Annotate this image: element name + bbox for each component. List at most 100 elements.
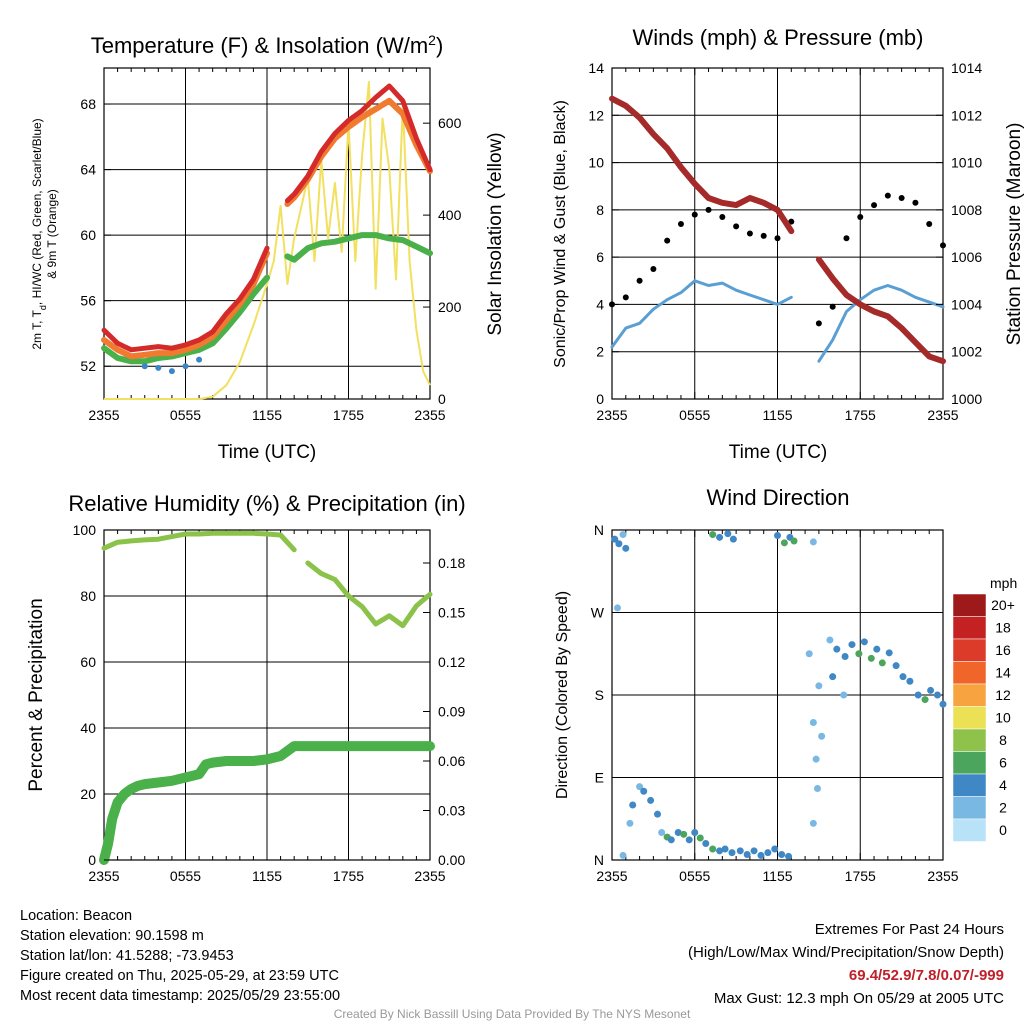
series-rh: [305, 560, 433, 629]
legend-label: 20+: [991, 597, 1015, 613]
direction-point: [812, 755, 820, 763]
direction-point: [927, 686, 935, 694]
direction-point: [716, 533, 724, 541]
series-insolation: [104, 80, 431, 400]
y-axis-label: Percent & Precipitation: [26, 598, 47, 791]
x-tick-label: 1755: [845, 407, 876, 423]
direction-point: [885, 649, 893, 657]
extremes-description: (High/Low/Max Wind/Precipitation/Snow De…: [688, 944, 1004, 961]
y2-axis-label: Station Pressure (Maroon): [1004, 123, 1024, 346]
gust-point: [746, 230, 753, 237]
y2-tick-label: 1004: [951, 296, 982, 312]
y-axis-label: Direction (Colored By Speed): [554, 591, 571, 799]
legend-swatch: [952, 638, 987, 662]
station-elevation: Station elevation: 90.1598 m: [20, 928, 204, 944]
x-tick-label: 2355: [927, 868, 958, 884]
direction-point: [636, 783, 644, 791]
direction-point: [841, 653, 849, 660]
x-tick-label: 2355: [88, 407, 119, 423]
y2-tick-label: 0.12: [438, 654, 465, 670]
x-tick-label: 1755: [333, 407, 364, 423]
legend-label: 12: [995, 687, 1011, 703]
gust-point: [926, 221, 933, 228]
plot-border: [103, 529, 431, 861]
series-precip: [99, 741, 435, 865]
y-tick-label: 6: [596, 249, 604, 265]
y-tick-label: 80: [80, 588, 96, 604]
direction-point: [809, 719, 817, 726]
x-tick-label: 2355: [88, 868, 119, 884]
direction-point: [790, 537, 798, 545]
hiwc-point: [168, 368, 175, 375]
direction-point: [611, 535, 619, 543]
y2-tick-label: 1010: [951, 155, 982, 171]
hiwc-point: [155, 364, 162, 371]
direction-point: [778, 851, 786, 858]
direction-point: [921, 696, 929, 704]
direction-point: [629, 801, 637, 809]
y-axis-label-subscript: d: [38, 305, 48, 310]
direction-point: [619, 851, 627, 859]
gust-point: [636, 277, 643, 284]
x-tick-label: 2355: [596, 407, 627, 423]
legend-label: 14: [995, 665, 1011, 681]
x-tick-label: 0555: [170, 407, 201, 423]
y2-tick-label: 1006: [951, 249, 982, 265]
y-tick-label: 68: [80, 96, 96, 112]
chart-title: Wind Direction: [706, 485, 849, 510]
legend-swatch: [952, 818, 987, 842]
plot-border: [611, 67, 944, 400]
direction-point: [855, 650, 863, 658]
legend-label: 16: [995, 642, 1011, 658]
direction-point: [640, 787, 648, 795]
y-tick-label: 14: [588, 60, 604, 76]
direction-point: [626, 819, 634, 827]
gust-point: [843, 235, 850, 242]
hiwc-point: [196, 356, 203, 363]
hiwc-point: [182, 363, 189, 370]
extremes-info: Extremes For Past 24 Hours (High/Low/Max…: [688, 918, 1004, 1010]
direction-point: [615, 540, 623, 548]
y-tick-label: 10: [588, 155, 604, 171]
gust-point: [719, 213, 726, 220]
x-tick-label: 2355: [414, 407, 445, 423]
y2-tick-label: 1008: [951, 202, 982, 218]
y-tick-label: 60: [80, 654, 96, 670]
direction-point: [757, 851, 765, 859]
direction-point: [892, 662, 900, 670]
direction-point: [614, 604, 622, 612]
y-tick-label: N: [594, 522, 604, 538]
direction-point: [680, 830, 688, 838]
y-tick-label: 64: [80, 162, 96, 178]
legend-label: 18: [995, 620, 1011, 636]
y-tick-label: 56: [80, 293, 96, 309]
direction-point: [709, 845, 717, 853]
direction-point: [654, 810, 662, 818]
x-tick-label: 0555: [679, 868, 710, 884]
x-tick-label: 0555: [679, 407, 710, 423]
y2-tick-label: 0: [438, 391, 446, 407]
y2-tick-label: 200: [438, 299, 462, 315]
direction-point: [826, 636, 834, 644]
x-tick-label: 1755: [845, 868, 876, 884]
direction-point: [813, 785, 821, 792]
y-tick-label: 8: [596, 202, 604, 218]
gust-point: [788, 218, 795, 225]
x-tick-label: 0555: [170, 868, 201, 884]
extremes-values: 69.4/52.9/7.8/0.07/-999: [848, 967, 1004, 984]
y2-tick-label: 600: [438, 115, 462, 131]
y-tick-label: W: [591, 605, 605, 621]
y-tick-label: 4: [596, 296, 604, 312]
direction-point: [622, 544, 630, 552]
gust-point: [691, 211, 698, 218]
plot-border: [103, 67, 431, 400]
station-latlon: Station lat/lon: 41.5288; -73.9453: [20, 948, 234, 964]
direction-point: [833, 645, 841, 653]
y-axis-label: Sonic/Prop Wind & Gust (Blue, Black): [552, 100, 569, 368]
y2-tick-label: 0.00: [438, 852, 465, 868]
direction-point: [818, 732, 826, 740]
title-superscript: 2: [428, 32, 436, 48]
direction-point: [873, 645, 881, 653]
direction-point: [848, 641, 856, 649]
